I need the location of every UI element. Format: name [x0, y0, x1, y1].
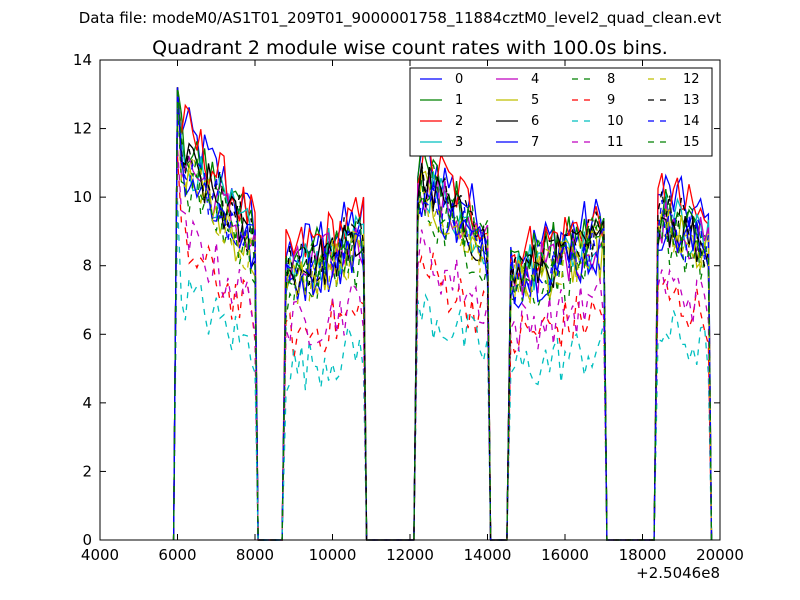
legend-label-14: 14: [683, 114, 700, 129]
series-layer: [172, 87, 713, 541]
x-offset-label: +2.5046e8: [636, 564, 720, 582]
series-line-6: [172, 87, 713, 541]
series-line-7: [172, 87, 713, 541]
x-tick-label: 6000: [158, 546, 196, 564]
legend-label-6: 6: [531, 114, 539, 129]
legend-label-15: 15: [683, 135, 700, 150]
legend-label-13: 13: [683, 93, 700, 108]
series-line-8: [172, 101, 713, 541]
legend-label-9: 9: [607, 93, 615, 108]
series-line-13: [172, 87, 713, 541]
legend-label-7: 7: [531, 135, 539, 150]
y-tick-label: 4: [82, 394, 92, 412]
series-line-11: [172, 147, 713, 541]
series-line-12: [172, 87, 713, 541]
x-tick-label: 10000: [309, 546, 357, 564]
x-tick-label: 8000: [236, 546, 274, 564]
x-tick-label: 12000: [386, 546, 434, 564]
y-tick-label: 12: [73, 120, 92, 138]
legend-label-5: 5: [531, 93, 539, 108]
legend-label-4: 4: [531, 72, 539, 87]
y-tick-label: 8: [82, 257, 92, 275]
axes: 4000 6000 8000 10000 12000 14000 16000 18000 200…: [73, 51, 744, 582]
legend-label-12: 12: [683, 72, 700, 87]
y-tick-label: 14: [73, 51, 92, 69]
legend-label-3: 3: [455, 135, 463, 150]
series-line-10: [172, 201, 713, 541]
y-tick-label: 6: [82, 325, 92, 343]
legend-label-10: 10: [607, 114, 624, 129]
x-tick-label: 16000: [541, 546, 589, 564]
series-line-9: [172, 156, 713, 541]
chart-title: Quadrant 2 module wise count rates with …: [152, 37, 668, 59]
suptitle: Data file: modeM0/AS1T01_209T01_90000017…: [79, 9, 722, 28]
legend-label-0: 0: [455, 72, 463, 87]
x-tick-label: 20000: [696, 546, 744, 564]
y-tick-label: 10: [73, 188, 92, 206]
y-tick-label: 0: [82, 531, 92, 549]
y-tick-label: 2: [82, 462, 92, 480]
legend-label-2: 2: [455, 114, 463, 129]
x-tick-label: 4000: [81, 546, 119, 564]
legend-label-8: 8: [607, 72, 615, 87]
x-tick-label: 18000: [619, 546, 667, 564]
legend-label-11: 11: [607, 135, 624, 150]
series-line-2: [172, 87, 713, 541]
series-line-15: [172, 87, 713, 541]
legend-label-1: 1: [455, 93, 463, 108]
legend-box: [409, 67, 713, 157]
x-tick-label: 14000: [464, 546, 512, 564]
